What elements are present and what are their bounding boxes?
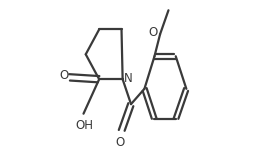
Text: N: N: [124, 72, 133, 85]
Text: O: O: [60, 69, 69, 82]
Text: OH: OH: [75, 119, 93, 132]
Text: O: O: [148, 26, 157, 39]
Text: O: O: [116, 136, 125, 149]
